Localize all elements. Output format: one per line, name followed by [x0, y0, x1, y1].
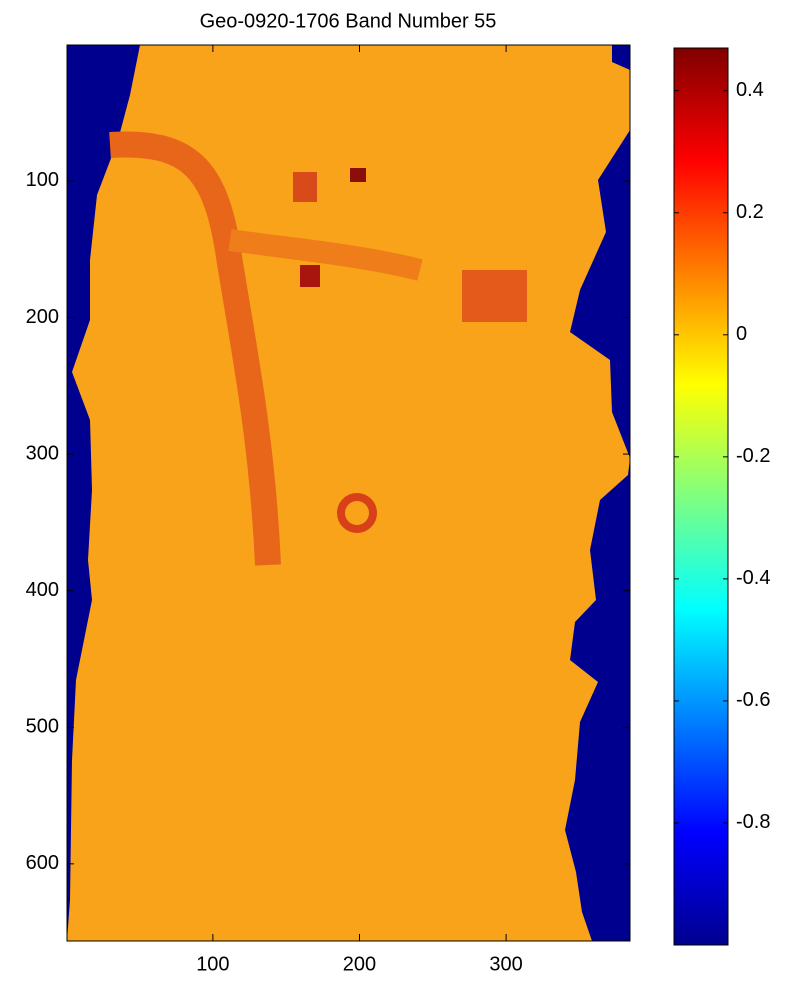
x-tick-label: 300	[489, 953, 522, 975]
figure: Geo-0920-1706 Band Number 55 100 200 300 10…	[0, 0, 788, 983]
y-tick-label: 100	[26, 169, 59, 191]
y-tick-label: 600	[26, 852, 59, 874]
building	[462, 270, 527, 322]
y-tick-label: 500	[26, 716, 59, 738]
colorbar-tick-label: 0.4	[736, 79, 764, 101]
building	[293, 172, 317, 202]
colorbar-tick-label: -0.2	[736, 445, 770, 467]
y-tick-label: 400	[26, 579, 59, 601]
building	[350, 168, 366, 182]
colorbar-tick-label: 0	[736, 323, 747, 345]
colorbar	[674, 48, 728, 945]
colorbar-tick-label: -0.6	[736, 689, 770, 711]
y-tick-label: 200	[26, 306, 59, 328]
scene	[67, 45, 630, 941]
colorbar-tick-label: 0.2	[736, 201, 764, 223]
image	[67, 45, 630, 941]
colorbar-tick-label: -0.8	[736, 811, 770, 833]
y-tick-label: 300	[26, 442, 59, 464]
x-tick-label: 100	[196, 953, 229, 975]
building	[300, 265, 320, 287]
x-tick-label: 200	[343, 953, 376, 975]
colorbar-tick-label: -0.4	[736, 567, 770, 589]
chart-title: Geo-0920-1706 Band Number 55	[200, 10, 497, 32]
